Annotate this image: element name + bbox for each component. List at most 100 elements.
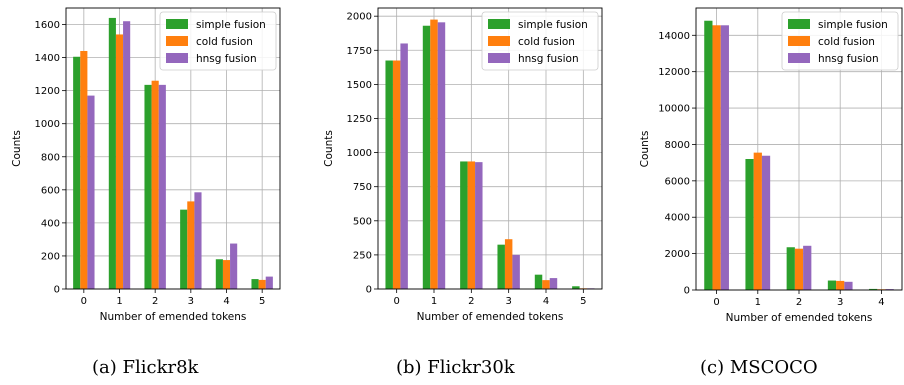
bar bbox=[504, 239, 513, 289]
y-axis-label: Counts bbox=[323, 130, 335, 167]
legend-swatch bbox=[166, 36, 188, 46]
legend-swatch bbox=[488, 36, 510, 46]
legend-swatch bbox=[788, 53, 810, 63]
bar bbox=[704, 20, 713, 291]
legend-swatch bbox=[488, 19, 510, 29]
x-tick-label: 5 bbox=[580, 296, 586, 307]
y-tick-label: 1600 bbox=[35, 20, 60, 31]
bar bbox=[869, 288, 878, 290]
bar bbox=[497, 244, 505, 289]
bar bbox=[572, 286, 580, 289]
legend-label: simple fusion bbox=[518, 19, 588, 31]
bar bbox=[194, 192, 202, 289]
x-tick-label: 3 bbox=[837, 297, 843, 308]
x-tick-label: 4 bbox=[223, 296, 229, 307]
bar bbox=[144, 84, 152, 290]
legend-label: cold fusion bbox=[818, 36, 875, 48]
legend-label: cold fusion bbox=[196, 36, 253, 48]
legend-label: hnsg fusion bbox=[196, 53, 257, 65]
x-tick-label: 4 bbox=[543, 296, 549, 307]
y-tick-label: 1200 bbox=[35, 86, 60, 97]
x-tick-label: 0 bbox=[713, 297, 719, 308]
y-tick-label: 400 bbox=[41, 218, 60, 229]
x-tick-label: 2 bbox=[152, 296, 158, 307]
bar bbox=[115, 34, 124, 290]
y-axis-label: Counts bbox=[11, 130, 23, 167]
y-tick-label: 4000 bbox=[665, 213, 690, 224]
y-tick-label: 14000 bbox=[658, 31, 690, 42]
y-tick-label: 2000 bbox=[347, 12, 372, 23]
bar bbox=[73, 56, 81, 289]
x-tick-label: 0 bbox=[393, 296, 399, 307]
legend-label: hnsg fusion bbox=[518, 53, 579, 65]
legend-swatch bbox=[166, 53, 188, 63]
y-tick-label: 500 bbox=[353, 216, 372, 227]
bar bbox=[549, 278, 558, 289]
x-tick-label: 2 bbox=[796, 297, 802, 308]
y-tick-label: 2000 bbox=[665, 249, 690, 260]
legend-box bbox=[159, 11, 277, 71]
y-tick-label: 1750 bbox=[347, 46, 372, 57]
bar bbox=[745, 159, 754, 290]
legend-label: simple fusion bbox=[196, 19, 266, 31]
x-axis-label: Number of emended tokens bbox=[726, 312, 873, 324]
bar bbox=[400, 43, 408, 289]
plot-frame bbox=[65, 7, 281, 290]
x-tick-label: 1 bbox=[431, 296, 437, 307]
legend-swatch bbox=[488, 53, 510, 63]
legend-label: cold fusion bbox=[518, 36, 575, 48]
x-tick-label: 1 bbox=[116, 296, 122, 307]
y-tick-label: 1400 bbox=[35, 53, 60, 64]
bar bbox=[108, 17, 116, 290]
bar bbox=[430, 19, 438, 289]
y-tick-label: 1250 bbox=[347, 114, 372, 125]
bar bbox=[753, 152, 762, 290]
y-tick-label: 1000 bbox=[347, 148, 372, 159]
bar bbox=[151, 80, 159, 290]
bar bbox=[222, 260, 231, 289]
bar bbox=[534, 274, 543, 289]
bar bbox=[385, 60, 393, 289]
bar bbox=[422, 25, 431, 290]
y-tick-label: 0 bbox=[366, 285, 372, 296]
bar bbox=[712, 25, 721, 290]
chart-flickr30k: 0 250 500 750 1000 1250 1500 1750 2000 0 1 2 3 4 5 Numb… bbox=[323, 7, 603, 323]
y-tick-label: 0 bbox=[54, 285, 60, 296]
x-tick-label: 1 bbox=[755, 297, 761, 308]
bar bbox=[460, 161, 468, 289]
y-tick-label: 6000 bbox=[665, 176, 690, 187]
chart-mscoco: 0 2000 4000 6000 8000 10000 12000 14000 0 1 2 3 4 Num… bbox=[639, 7, 903, 324]
legend-label: simple fusion bbox=[818, 19, 888, 31]
bar bbox=[467, 161, 476, 289]
x-tick-label: 3 bbox=[505, 296, 511, 307]
x-tick-label: 0 bbox=[81, 296, 87, 307]
y-tick-label: 800 bbox=[41, 152, 60, 163]
y-tick-label: 200 bbox=[41, 251, 60, 262]
bar bbox=[761, 155, 771, 290]
x-axis-label: Number of emended tokens bbox=[100, 311, 247, 323]
y-tick-label: 0 bbox=[684, 286, 690, 297]
legend-swatch bbox=[788, 36, 810, 46]
legend-swatch bbox=[788, 19, 810, 29]
bar bbox=[827, 280, 837, 290]
y-tick-label: 1500 bbox=[347, 80, 372, 91]
bar bbox=[87, 95, 95, 289]
x-axis-label: Number of emended tokens bbox=[417, 311, 564, 323]
bar bbox=[187, 201, 195, 289]
caption-flickr8k: (a) Flickr8k bbox=[92, 357, 200, 378]
bar bbox=[437, 22, 446, 289]
bar bbox=[123, 21, 131, 289]
bar bbox=[180, 209, 188, 289]
bar bbox=[251, 279, 259, 289]
plot-frame bbox=[377, 7, 603, 290]
chart-flickr8k: 0 200 400 600 800 1000 1200 1400 1600 0 1 2 3 4 5 Numbe… bbox=[11, 7, 281, 323]
bar bbox=[258, 279, 266, 289]
bar bbox=[542, 280, 550, 289]
caption-mscoco: (c) MSCOCO bbox=[700, 357, 818, 378]
bar bbox=[844, 281, 853, 290]
y-tick-label: 250 bbox=[353, 250, 372, 261]
y-tick-label: 8000 bbox=[665, 140, 690, 151]
bar bbox=[475, 162, 483, 289]
x-tick-label: 3 bbox=[188, 296, 194, 307]
